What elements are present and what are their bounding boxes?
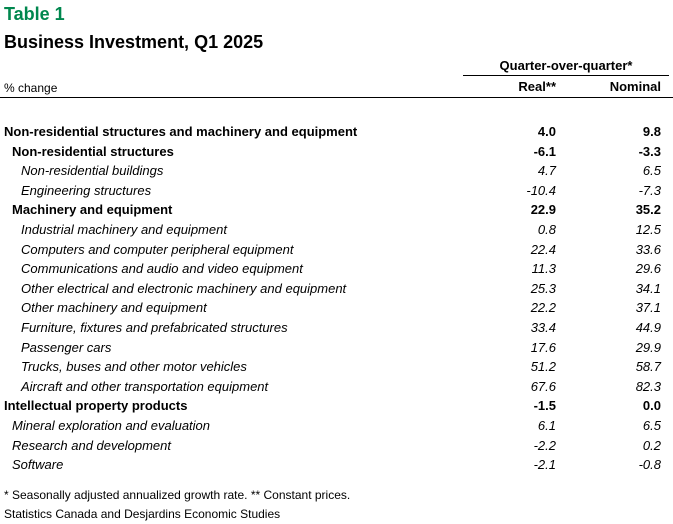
row-label: Non-residential structures [12,143,174,159]
nominal-value: 58.7 [635,359,661,375]
table-row: Mineral exploration and evaluation 6.1 6… [0,416,673,436]
table-label: Table 1 [4,4,65,24]
row-label: Mineral exploration and evaluation [12,417,211,433]
real-value: 0.8 [537,221,556,237]
nominal-value: 0.2 [642,437,661,453]
row-label: Trucks, buses and other motor vehicles [21,359,247,375]
table-row: Passenger cars 17.6 29.9 [0,338,673,358]
real-value: 11.3 [531,261,556,277]
nominal-value: 29.9 [635,339,661,355]
real-value: 67.6 [530,378,556,394]
row-label: Industrial machinery and equipment [21,221,227,237]
real-value: 4.0 [537,124,556,139]
header-rule [0,97,673,98]
nominal-value: -0.8 [638,457,661,473]
table-row: Furniture, fixtures and prefabricated st… [0,318,673,338]
row-label: Furniture, fixtures and prefabricated st… [21,319,288,335]
real-value: 22.9 [530,202,556,218]
row-label: Engineering structures [21,182,152,198]
row-label: Machinery and equipment [12,202,173,218]
real-value: 6.1 [537,417,556,433]
real-value: 22.2 [530,300,556,316]
nominal-value: 29.6 [635,261,661,277]
unit-label: % change [4,81,58,95]
table-row: Non-residential structures and machinery… [0,122,673,142]
row-label: Aircraft and other transportation equipm… [21,378,269,394]
real-value: 25.3 [530,280,556,296]
nominal-value: 12.5 [635,221,661,237]
table-row: Intellectual property products -1.5 0.0 [0,396,673,416]
source-note: Statistics Canada and Desjardins Economi… [4,507,281,521]
real-value: -2.2 [533,437,556,453]
nominal-value: 33.6 [635,241,661,257]
nominal-value: 82.3 [635,378,661,394]
table-row: Non-residential structures -6.1 -3.3 [0,142,673,162]
row-label: Passenger cars [21,339,112,355]
real-value: 22.4 [530,241,556,257]
footnote: * Seasonally adjusted annualized growth … [4,488,351,502]
nominal-value: 0.0 [642,398,661,414]
nominal-value: 6.5 [642,417,661,433]
real-value: -2.1 [533,457,556,473]
nominal-value: 35.2 [635,202,661,218]
row-label: Other machinery and equipment [21,300,207,316]
real-value: -6.1 [533,143,556,159]
table-row: Trucks, buses and other motor vehicles 5… [0,357,673,377]
real-value: 33.4 [530,319,556,335]
nominal-value: 6.5 [642,163,661,179]
row-label: Non-residential buildings [21,163,164,179]
real-value: -10.4 [526,182,556,198]
nominal-value: 9.8 [642,124,661,139]
row-label: Research and development [12,437,171,453]
nominal-value: 37.1 [635,300,661,316]
table-row: Industrial machinery and equipment 0.8 1… [0,220,673,240]
table-row: Non-residential buildings 4.7 6.5 [0,161,673,181]
nominal-value: -3.3 [638,143,661,159]
column-header-nominal: Nominal [609,79,661,94]
nominal-value: 44.9 [635,319,661,335]
table-row: Communications and audio and video equip… [0,259,673,279]
row-label: Non-residential structures and machinery… [4,124,358,139]
table-body: Non-residential structures and machinery… [0,122,673,475]
table-row: Machinery and equipment 22.9 35.2 [0,200,673,220]
table-row: Computers and computer peripheral equipm… [0,240,673,260]
row-label: Intellectual property products [4,398,188,414]
real-value: 17.6 [530,339,556,355]
table-row: Other electrical and electronic machiner… [0,279,673,299]
real-value: -1.5 [533,398,556,414]
real-value: 51.2 [530,359,556,375]
table-row: Other machinery and equipment 22.2 37.1 [0,298,673,318]
table-row: Research and development -2.2 0.2 [0,436,673,456]
table-title: Business Investment, Q1 2025 [4,32,264,52]
table-row: Software -2.1 -0.8 [0,455,673,475]
table-row: Aircraft and other transportation equipm… [0,377,673,397]
column-group-header: Quarter-over-quarter* [463,58,669,76]
row-label: Software [12,457,64,473]
row-label: Other electrical and electronic machiner… [21,280,347,296]
real-value: 4.7 [537,163,556,179]
nominal-value: -7.3 [638,182,661,198]
table-row: Engineering structures -10.4 -7.3 [0,181,673,201]
column-header-real: Real** [518,79,556,94]
nominal-value: 34.1 [635,280,661,296]
row-label: Computers and computer peripheral equipm… [21,241,294,257]
row-label: Communications and audio and video equip… [21,261,303,277]
